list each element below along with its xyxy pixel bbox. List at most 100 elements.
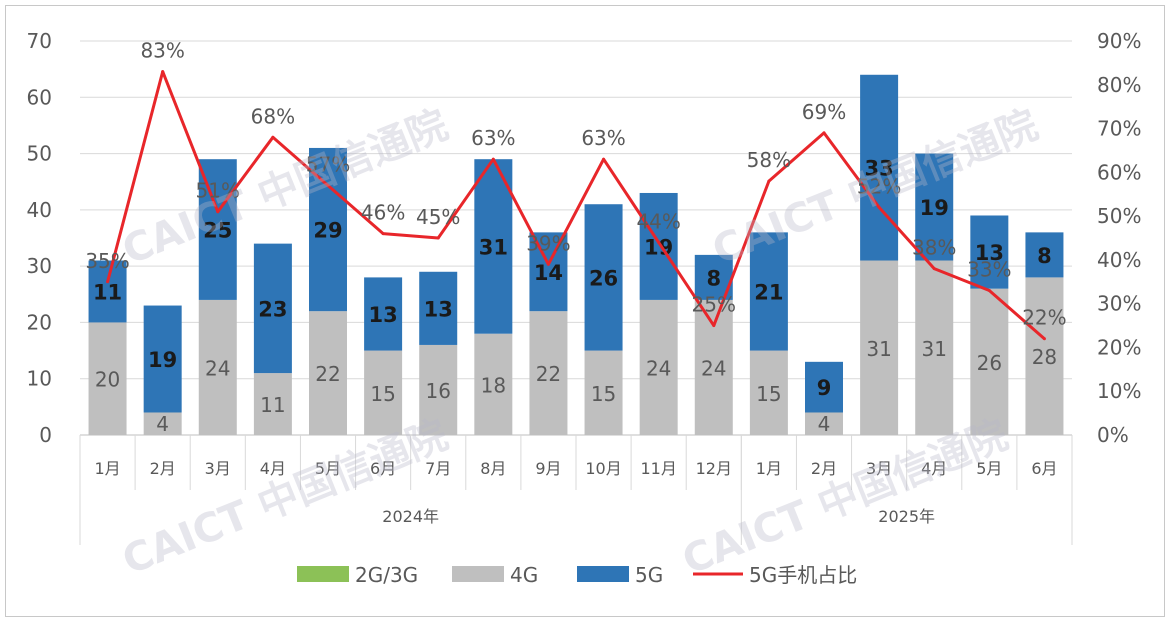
line-point [932,267,936,271]
bar-4g [253,373,292,435]
line-point [326,183,330,187]
bar-5g [639,192,678,300]
category-label: 7月 [425,459,451,478]
category-label: 2月 [150,459,176,478]
category-label: 3月 [205,459,231,478]
data-label-5g: 13 [975,241,1004,265]
data-label-4g: 4 [818,412,831,436]
line-point [767,179,771,183]
data-label-4g: 16 [425,379,450,403]
watermark: CAICT 中国信通院 [676,412,1014,584]
data-label-4g: 15 [756,382,781,406]
y-left-tick-label: 0 [39,423,52,447]
line-label: 63% [471,126,515,150]
data-label-4g: 31 [921,337,946,361]
line-point [1042,337,1046,341]
line-point [602,157,606,161]
legend-swatch [452,566,504,582]
line-point [161,70,165,74]
data-label-4g: 15 [370,382,395,406]
y-right-tick-label: 50% [1097,204,1141,228]
data-label-5g: 8 [1037,244,1052,268]
data-label-5g: 13 [424,297,453,321]
data-label-5g: 29 [313,219,342,243]
bar-4g [915,260,954,435]
bar-5g [805,361,843,413]
bar-4g [584,350,623,435]
legend-swatch [297,566,349,582]
data-label-4g: 15 [591,382,616,406]
bar-4g [970,288,1009,435]
data-label-4g: 24 [701,356,726,380]
legend-swatch [577,566,629,582]
category-label: 9月 [535,459,561,478]
y-right-tick-label: 0% [1097,423,1129,447]
bar-5g [419,271,458,345]
category-label: 12月 [696,459,732,478]
line-label: 39% [526,231,570,255]
group-label: 2025年 [878,507,935,526]
bar-5g [529,232,568,312]
line-point [822,131,826,135]
line-label: 22% [1022,306,1066,330]
line-label: 33% [967,258,1011,282]
line-label: 83% [140,39,184,63]
data-label-4g: 31 [866,337,891,361]
data-label-4g: 28 [1032,345,1057,369]
line-point [271,135,275,139]
category-label: 8月 [480,459,506,478]
category-label: 10月 [585,459,621,478]
data-label-4g: 24 [646,356,671,380]
category-label: 4月 [260,459,286,478]
y-left-tick-label: 40 [27,198,52,222]
group-label: 2024年 [382,507,439,526]
y-right-tick-label: 80% [1097,73,1141,97]
bar-5g [915,153,954,261]
bar-5g [1025,232,1064,278]
data-label-5g: 19 [920,196,949,220]
category-label: 6月 [1031,459,1057,478]
line-point [381,232,385,236]
legend-label: 2G/3G [355,563,418,587]
category-label: 5月 [976,459,1002,478]
bar-4g [749,350,788,435]
data-label-5g: 31 [479,235,508,259]
data-label-5g: 8 [706,266,721,290]
category-label: 5月 [315,459,341,478]
bar-4g [1025,277,1064,435]
line-point [877,205,881,209]
data-label-4g: 26 [977,351,1002,375]
bar-4g [805,412,843,435]
watermark: CAICT 中国信通院 [116,412,454,584]
y-left-tick-label: 30 [27,254,52,278]
line-label: 46% [361,201,405,225]
y-left-tick-label: 70 [27,29,52,53]
category-label: 1月 [94,459,120,478]
data-label-5g: 26 [589,266,618,290]
category-label: 3月 [866,459,892,478]
y-right-tick-label: 10% [1097,379,1141,403]
bar-4g [88,322,127,435]
bar-5g [364,277,403,351]
y-right-tick-label: 60% [1097,160,1141,184]
bar-5g [88,260,127,323]
bar-4g [309,311,347,435]
line-label: 58% [747,148,791,172]
y-right-tick-label: 90% [1097,29,1141,53]
legend-label: 5G手机占比 [749,563,857,587]
y-right-tick-label: 40% [1097,248,1141,272]
line-label: 57% [306,152,350,176]
y-right-tick-label: 30% [1097,292,1141,316]
y-left-tick-label: 10 [27,367,52,391]
category-label: 2月 [811,459,837,478]
bar-4g [143,412,182,435]
line-label: 52% [857,174,901,198]
category-label: 11月 [640,459,676,478]
data-label-4g: 22 [315,362,340,386]
bar-5g [970,215,1009,289]
bar-5g [749,232,788,351]
bar-4g [860,260,899,435]
data-label-5g: 33 [864,157,893,181]
legend-label: 4G [510,563,538,587]
